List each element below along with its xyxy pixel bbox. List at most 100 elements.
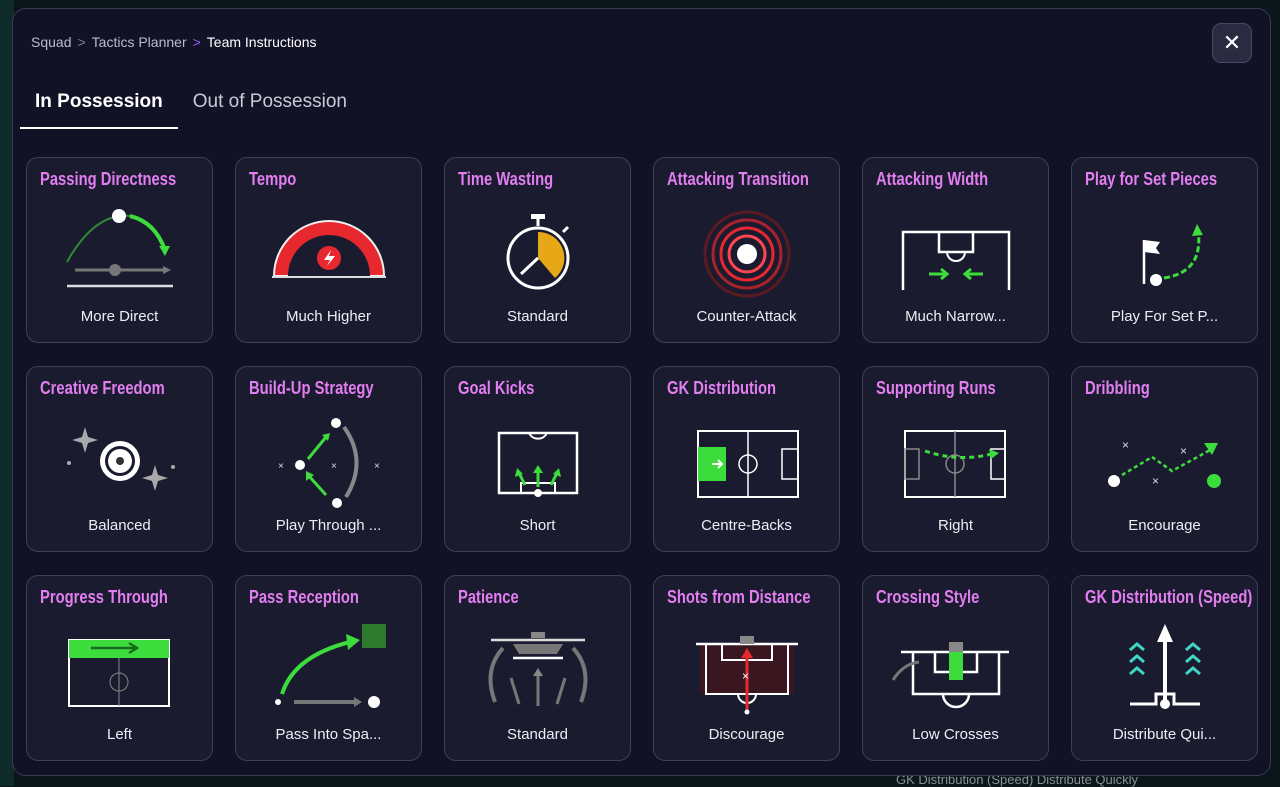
svg-text:×: × bbox=[331, 461, 337, 472]
passing-arc-icon bbox=[55, 202, 185, 302]
corner-flag-icon bbox=[1142, 224, 1203, 286]
instruction-card-attacking-width[interactable]: Attacking Width Much Narrow... bbox=[862, 157, 1049, 343]
instruction-card-pass-reception[interactable]: Pass Reception Pass Into Spa... bbox=[235, 575, 422, 761]
build-up-icon: × × × bbox=[278, 418, 380, 508]
card-title: Attacking Transition bbox=[667, 169, 809, 189]
card-title: Pass Reception bbox=[249, 587, 359, 607]
pitch-width-icon bbox=[891, 202, 1021, 302]
breadcrumb-tactics-planner[interactable]: Tactics Planner bbox=[91, 34, 187, 50]
corner-flag-icon bbox=[1100, 202, 1230, 302]
target-rings-icon bbox=[682, 202, 812, 302]
card-value: Balanced bbox=[88, 517, 151, 534]
card-value: Play For Set P... bbox=[1110, 308, 1219, 325]
dribbling-icon: × × × bbox=[1100, 411, 1230, 511]
breadcrumb: Squad > Tactics Planner > Team Instructi… bbox=[31, 34, 317, 50]
card-title: Tempo bbox=[249, 169, 297, 189]
card-value: Right bbox=[937, 517, 974, 534]
gk-speed-icon bbox=[1100, 620, 1230, 720]
instruction-card-creative-freedom[interactable]: Creative Freedom Balanced bbox=[26, 366, 213, 552]
speed-gauge-icon bbox=[272, 220, 386, 278]
supporting-runs-icon bbox=[891, 411, 1021, 511]
instruction-card-play-for-set-pieces[interactable]: Play for Set Pieces Play For Set P... bbox=[1071, 157, 1258, 343]
card-value: Standard bbox=[507, 726, 568, 743]
chevron-right-icon: > bbox=[77, 34, 86, 50]
instruction-card-crossing-style[interactable]: Crossing Style Low Crosses bbox=[862, 575, 1049, 761]
card-title: Goal Kicks bbox=[458, 378, 535, 398]
gk-speed-icon bbox=[1129, 624, 1201, 709]
instruction-card-progress-through[interactable]: Progress Through Left bbox=[26, 575, 213, 761]
card-title: GK Distribution (Speed) bbox=[1085, 587, 1253, 607]
card-value: Discourage bbox=[708, 726, 785, 743]
goal-kick-icon bbox=[473, 411, 603, 511]
passing-arc-icon bbox=[66, 209, 173, 288]
card-title: Progress Through bbox=[40, 587, 168, 607]
svg-text:×: × bbox=[1152, 474, 1159, 488]
pass-reception-icon bbox=[264, 620, 394, 720]
card-value: Standard bbox=[507, 308, 568, 325]
svg-text:×: × bbox=[278, 461, 284, 472]
pitch-progress-icon bbox=[55, 620, 185, 720]
close-icon: ✕ bbox=[1222, 30, 1242, 55]
instruction-card-gk-distribution[interactable]: GK Distribution Centre-Backs bbox=[653, 366, 840, 552]
svg-text:×: × bbox=[1180, 444, 1187, 458]
card-value: Play Through ... bbox=[275, 517, 382, 534]
card-title: GK Distribution bbox=[667, 378, 777, 398]
card-value: Left bbox=[106, 726, 133, 743]
card-value: Much Narrow... bbox=[905, 308, 1006, 325]
tab-in-possession[interactable]: In Possession bbox=[20, 87, 178, 129]
card-title: Supporting Runs bbox=[876, 378, 996, 398]
card-value: Encourage bbox=[1128, 517, 1201, 534]
card-value: Pass Into Spa... bbox=[275, 726, 382, 743]
crossing-icon bbox=[891, 620, 1021, 720]
card-title: Build-Up Strategy bbox=[249, 378, 374, 398]
card-title: Shots from Distance bbox=[667, 587, 811, 607]
svg-text:×: × bbox=[1122, 438, 1129, 452]
sparkle-ball-icon bbox=[55, 411, 185, 511]
instruction-card-supporting-runs[interactable]: Supporting Runs Right bbox=[862, 366, 1049, 552]
instruction-card-build-up-strategy[interactable]: Build-Up Strategy × × × Play Through ... bbox=[235, 366, 422, 552]
card-title: Passing Directness bbox=[40, 169, 177, 189]
card-title: Time Wasting bbox=[458, 169, 554, 189]
dribbling-icon: × × × bbox=[1108, 438, 1221, 488]
card-value: Low Crosses bbox=[912, 726, 999, 743]
tabs: In Possession Out of Possession bbox=[20, 87, 362, 129]
instruction-card-gk-distribution-speed[interactable]: GK Distribution (Speed) Distribute Qui..… bbox=[1071, 575, 1258, 761]
instruction-card-tempo[interactable]: Tempo Much Higher bbox=[235, 157, 422, 343]
card-title: Play for Set Pieces bbox=[1085, 169, 1218, 189]
sparkle-ball-icon bbox=[67, 427, 175, 491]
instruction-card-passing-directness[interactable]: Passing Directness More Direct bbox=[26, 157, 213, 343]
svg-text:×: × bbox=[742, 669, 749, 683]
card-value: Centre-Backs bbox=[701, 517, 792, 534]
pass-reception-icon bbox=[275, 624, 386, 708]
stopwatch-icon bbox=[506, 214, 570, 290]
svg-text:×: × bbox=[374, 461, 380, 472]
team-instructions-modal: Squad > Tactics Planner > Team Instructi… bbox=[12, 8, 1271, 776]
chevron-right-icon: > bbox=[192, 34, 201, 50]
pitch-progress-icon bbox=[68, 639, 170, 707]
breadcrumb-squad[interactable]: Squad bbox=[31, 34, 72, 50]
card-title: Patience bbox=[458, 587, 519, 607]
patience-icon bbox=[488, 632, 588, 706]
instruction-card-attacking-transition[interactable]: Attacking Transition Counter-Attack bbox=[653, 157, 840, 343]
shots-distance-icon: × bbox=[682, 620, 812, 720]
target-rings-icon bbox=[703, 210, 791, 298]
instruction-card-shots-from-distance[interactable]: Shots from Distance × Discourage bbox=[653, 575, 840, 761]
instruction-card-patience[interactable]: Patience Standard bbox=[444, 575, 631, 761]
goal-kick-icon bbox=[497, 431, 579, 497]
card-value: More Direct bbox=[80, 308, 159, 325]
instruction-card-goal-kicks[interactable]: Goal Kicks Short bbox=[444, 366, 631, 552]
close-button[interactable]: ✕ bbox=[1212, 23, 1252, 63]
supporting-runs-icon bbox=[904, 430, 1006, 498]
pitch-distribution-icon bbox=[682, 411, 812, 511]
card-title: Crossing Style bbox=[876, 587, 980, 607]
instruction-card-dribbling[interactable]: Dribbling × × × Encourage bbox=[1071, 366, 1258, 552]
breadcrumb-team-instructions: Team Instructions bbox=[206, 34, 317, 50]
pitch-width-icon bbox=[901, 230, 1011, 290]
instruction-card-time-wasting[interactable]: Time Wasting Standard bbox=[444, 157, 631, 343]
patience-icon bbox=[473, 620, 603, 720]
crossing-icon bbox=[891, 642, 1009, 709]
card-value: Short bbox=[519, 517, 556, 534]
card-title: Attacking Width bbox=[876, 169, 989, 189]
tab-out-of-possession[interactable]: Out of Possession bbox=[192, 91, 347, 112]
speed-gauge-icon bbox=[264, 202, 394, 302]
